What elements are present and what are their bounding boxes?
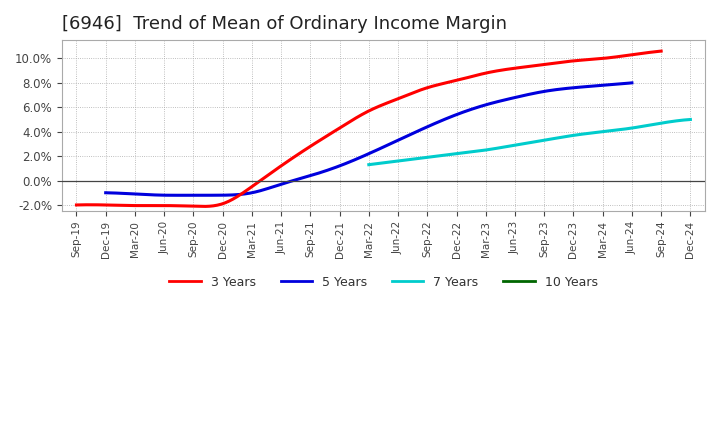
- Legend: 3 Years, 5 Years, 7 Years, 10 Years: 3 Years, 5 Years, 7 Years, 10 Years: [164, 271, 603, 294]
- Text: [6946]  Trend of Mean of Ordinary Income Margin: [6946] Trend of Mean of Ordinary Income …: [62, 15, 507, 33]
